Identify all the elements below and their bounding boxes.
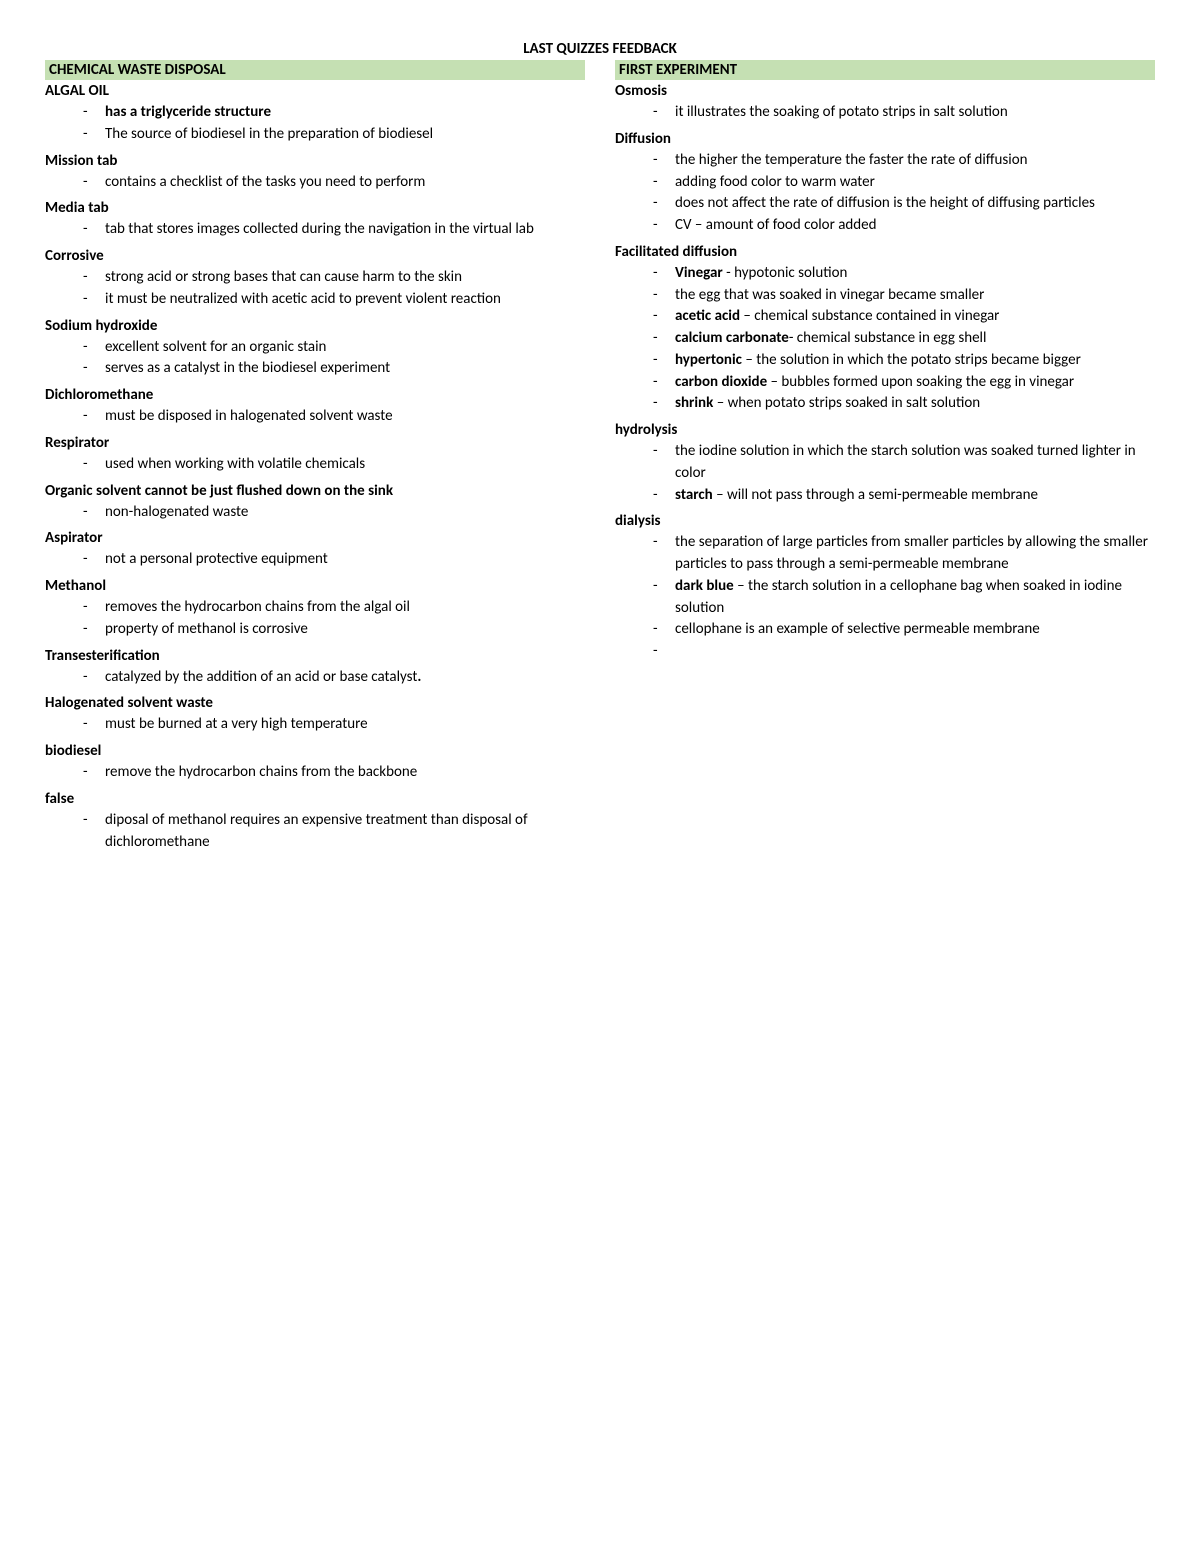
topic-heading: Media tab: [45, 199, 585, 217]
bold-text: has a triglyceride structure: [105, 103, 271, 121]
bullet-list: has a triglyceride structure The source o…: [45, 102, 585, 146]
right-column: FIRST EXPERIMENT Osmosis it illustrates th…: [615, 60, 1155, 857]
bold-text: shrink: [675, 394, 713, 412]
bold-text: hypertonic: [675, 351, 742, 369]
topic-heading: Transesterification: [45, 647, 585, 665]
bold-text: acetic acid: [675, 307, 740, 325]
list-item: excellent solvent for an organic stain: [83, 337, 585, 359]
topic-heading: Dichloromethane: [45, 386, 585, 404]
bullet-list: removes the hydrocarbon chains from the …: [45, 597, 585, 641]
bold-text: calcium carbonate: [675, 329, 789, 347]
bold-text: dark blue: [675, 577, 734, 595]
section-header: FIRST EXPERIMENT: [615, 60, 1155, 80]
list-item: does not affect the rate of diffusion is…: [653, 193, 1155, 215]
list-item: carbon dioxide – bubbles formed upon soa…: [653, 372, 1155, 394]
topic-heading: Corrosive: [45, 247, 585, 265]
bold-text: .: [417, 668, 421, 686]
bold-text: Vinegar: [675, 264, 723, 282]
list-item: starch – will not pass through a semi-pe…: [653, 485, 1155, 507]
bullet-list: Vinegar - hypotonic solutionthe egg that…: [615, 263, 1155, 415]
document-page: LAST QUIZZES FEEDBACK CHEMICAL WASTE DIS…: [0, 0, 1200, 977]
topic-heading: Sodium hydroxide: [45, 317, 585, 335]
list-item: CV – amount of food color added: [653, 215, 1155, 237]
list-item: the higher the temperature the faster th…: [653, 150, 1155, 172]
list-item: cellophane is an example of selective pe…: [653, 619, 1155, 641]
list-item: adding food color to warm water: [653, 172, 1155, 194]
bullet-list: not a personal protective equipment: [45, 549, 585, 571]
list-item: remove the hydrocarbon chains from the b…: [83, 762, 585, 784]
list-item: shrink – when potato strips soaked in sa…: [653, 393, 1155, 415]
list-item: contains a checklist of the tasks you ne…: [83, 172, 585, 194]
list-item: hypertonic – the solution in which the p…: [653, 350, 1155, 372]
bullet-list: must be disposed in halogenated solvent …: [45, 406, 585, 428]
list-item: not a personal protective equipment: [83, 549, 585, 571]
list-item: serves as a catalyst in the biodiesel ex…: [83, 358, 585, 380]
list-item: catalyzed by the addition of an acid or …: [83, 667, 585, 689]
topic-heading: Osmosis: [615, 82, 1155, 100]
bullet-list: remove the hydrocarbon chains from the b…: [45, 762, 585, 784]
list-item: acetic acid – chemical substance contain…: [653, 306, 1155, 328]
bullet-list: contains a checklist of the tasks you ne…: [45, 172, 585, 194]
topic-heading: Methanol: [45, 577, 585, 595]
bullet-list: it illustrates the soaking of potato str…: [615, 102, 1155, 124]
bullet-list: the iodine solution in which the starch …: [615, 441, 1155, 506]
list-item: it illustrates the soaking of potato str…: [653, 102, 1155, 124]
bullet-list: the higher the temperature the faster th…: [615, 150, 1155, 237]
topic-heading: biodiesel: [45, 742, 585, 760]
topic-heading: Facilitated diffusion: [615, 243, 1155, 261]
list-item: tab that stores images collected during …: [83, 219, 585, 241]
page-title: LAST QUIZZES FEEDBACK: [45, 40, 1155, 58]
list-item: the separation of large particles from s…: [653, 532, 1155, 576]
topic-heading: Halogenated solvent waste: [45, 694, 585, 712]
topic-heading: ALGAL OIL: [45, 82, 585, 100]
list-item: non-halogenated waste: [83, 502, 585, 524]
topic-heading: Organic solvent cannot be just flushed d…: [45, 482, 585, 500]
bullet-list: tab that stores images collected during …: [45, 219, 585, 241]
list-item: used when working with volatile chemical…: [83, 454, 585, 476]
topic-heading: Mission tab: [45, 152, 585, 170]
list-item: must be disposed in halogenated solvent …: [83, 406, 585, 428]
list-item: has a triglyceride structure: [83, 102, 585, 124]
topic-heading: hydrolysis: [615, 421, 1155, 439]
list-item: it must be neutralized with acetic acid …: [83, 289, 585, 311]
list-item: Vinegar - hypotonic solution: [653, 263, 1155, 285]
bullet-list: used when working with volatile chemical…: [45, 454, 585, 476]
list-item: property of methanol is corrosive: [83, 619, 585, 641]
two-column-layout: CHEMICAL WASTE DISPOSAL ALGAL OIL has a tr…: [45, 60, 1155, 857]
bold-text: carbon dioxide: [675, 373, 767, 391]
bullet-list: strong acid or strong bases that can cau…: [45, 267, 585, 311]
list-item: the egg that was soaked in vinegar becam…: [653, 285, 1155, 307]
list-item: the iodine solution in which the starch …: [653, 441, 1155, 485]
list-item: removes the hydrocarbon chains from the …: [83, 597, 585, 619]
bullet-list: diposal of methanol requires an expensiv…: [45, 810, 585, 854]
list-item: strong acid or strong bases that can cau…: [83, 267, 585, 289]
topic-heading: Diffusion: [615, 130, 1155, 148]
list-item: calcium carbonate- chemical substance in…: [653, 328, 1155, 350]
list-item: dark blue – the starch solution in a cel…: [653, 576, 1155, 620]
left-column: CHEMICAL WASTE DISPOSAL ALGAL OIL has a tr…: [45, 60, 585, 857]
bullet-list: catalyzed by the addition of an acid or …: [45, 667, 585, 689]
topic-heading: Aspirator: [45, 529, 585, 547]
bold-text: starch: [675, 486, 713, 504]
list-item: must be burned at a very high temperatur…: [83, 714, 585, 736]
topic-heading: Respirator: [45, 434, 585, 452]
list-item: diposal of methanol requires an expensiv…: [83, 810, 585, 854]
bullet-list: excellent solvent for an organic stainse…: [45, 337, 585, 381]
section-header: CHEMICAL WASTE DISPOSAL: [45, 60, 585, 80]
bullet-list: the separation of large particles from s…: [615, 532, 1155, 641]
topic-heading: dialysis: [615, 512, 1155, 530]
topic-heading: false: [45, 790, 585, 808]
bullet-list: must be burned at a very high temperatur…: [45, 714, 585, 736]
bullet-list: non-halogenated waste: [45, 502, 585, 524]
list-item: The source of biodiesel in the preparati…: [83, 124, 585, 146]
